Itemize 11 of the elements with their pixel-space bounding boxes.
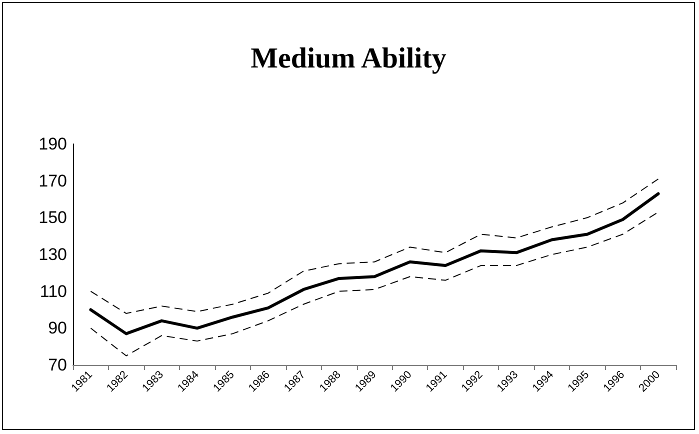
y-tick-label: 150 (38, 208, 67, 228)
y-tick-label: 110 (40, 282, 67, 301)
y-tick-label: 190 (38, 134, 67, 154)
y-tick-label: 170 (38, 171, 67, 190)
line-series (90, 212, 659, 356)
y-tick-label: 90 (48, 318, 67, 338)
chart-title: Medium Ability (250, 42, 447, 74)
line-series (90, 178, 659, 314)
line-series (89, 192, 660, 336)
y-tick-label: 70 (48, 356, 67, 374)
y-tick-label: 130 (38, 245, 67, 264)
